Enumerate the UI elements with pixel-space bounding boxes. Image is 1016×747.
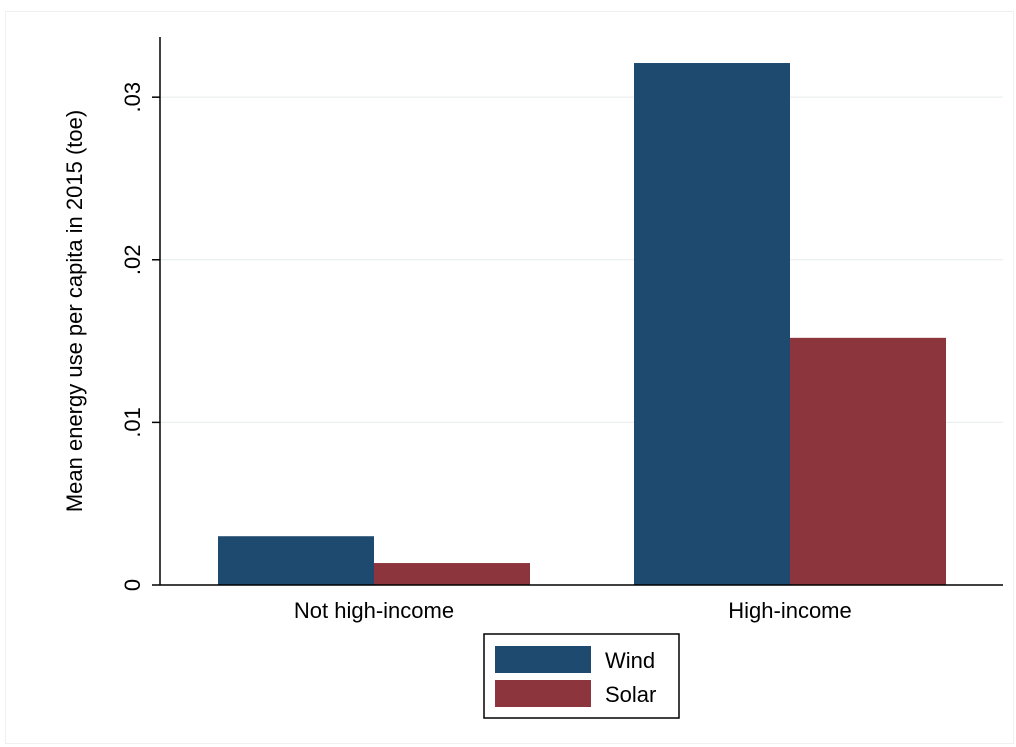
bar-wind	[218, 536, 374, 585]
y-tick-label: .03	[120, 82, 145, 113]
bars	[218, 63, 946, 585]
legend-swatch-solar	[495, 680, 591, 707]
bar-wind	[634, 63, 790, 585]
x-tick-label: Not high-income	[294, 598, 454, 623]
axes	[159, 37, 1003, 586]
legend-label-solar: Solar	[605, 682, 656, 707]
legend-swatch-wind	[495, 646, 591, 673]
bar-solar	[790, 337, 946, 585]
y-axis-title: Mean energy use per capita in 2015 (toe)	[62, 110, 87, 512]
y-ticks: 0 .01 .02 .03	[120, 82, 160, 591]
bar-solar	[374, 563, 530, 585]
x-tick-label: High-income	[728, 598, 852, 623]
legend: Wind Solar	[483, 633, 680, 719]
y-tick-label: 0	[120, 579, 145, 591]
y-tick-label: .01	[120, 407, 145, 438]
y-tick-label: .02	[120, 244, 145, 275]
legend-label-wind: Wind	[605, 648, 655, 673]
x-ticks: Not high-income High-income	[294, 598, 852, 623]
